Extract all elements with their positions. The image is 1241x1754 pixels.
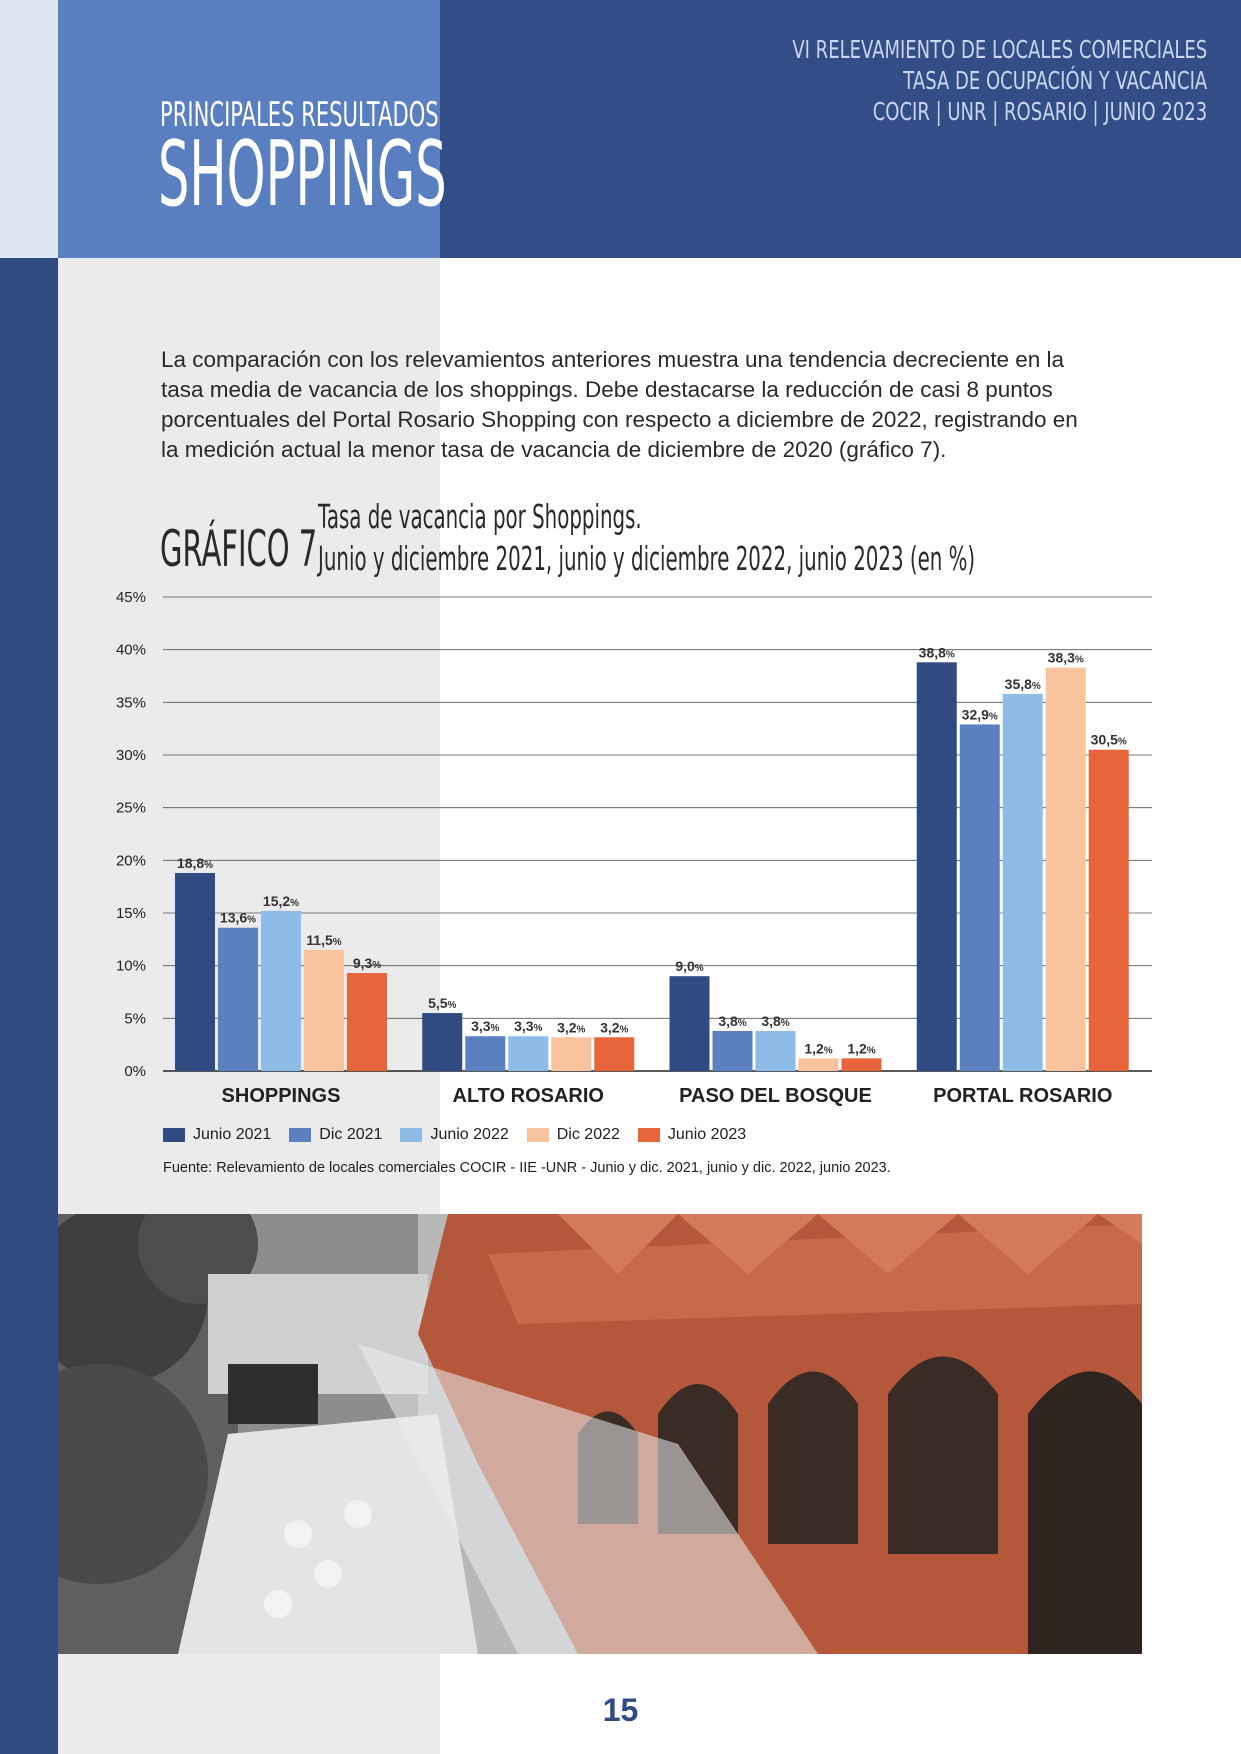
page-number: 15 [602, 1692, 639, 1728]
bar [712, 1030, 753, 1071]
bar [304, 949, 344, 1071]
data-label: 15,2% [263, 893, 299, 909]
legend-item-dic-2021: Dic 2021 [289, 1126, 382, 1144]
legend-label: Dic 2021 [319, 1126, 383, 1143]
bar [916, 662, 957, 1071]
data-label: 1,2% [804, 1040, 832, 1056]
data-label: 3,8% [761, 1013, 789, 1029]
x-category-label: PORTAL ROSARIO [933, 1085, 1112, 1107]
shopping-photo [58, 1214, 1142, 1654]
chart-title: Tasa de vacancia por Shoppings. Junio y … [318, 496, 975, 580]
y-tick-label: 5% [124, 1010, 146, 1027]
bar [798, 1058, 839, 1071]
bar [347, 973, 387, 1071]
bar [841, 1058, 882, 1071]
report-line-1: VI RELEVAMIENTO DE LOCALES COMERCIALES [792, 35, 1207, 64]
bar [261, 910, 301, 1071]
page-title: SHOPPINGS [158, 122, 447, 227]
y-tick-label: 25% [116, 800, 146, 817]
data-label: 1,2% [847, 1040, 875, 1056]
bar [959, 724, 1000, 1071]
section-subtitle: PRINCIPALES RESULTADOS [160, 95, 439, 135]
x-category-label: SHOPPINGS [222, 1085, 341, 1107]
y-tick-label: 0% [124, 1063, 146, 1080]
legend-label: Junio 2021 [193, 1126, 272, 1143]
report-line-2: TASA DE OCUPACIÓN Y VACANCIA [903, 66, 1207, 95]
bar [508, 1036, 549, 1071]
data-label: 38,3% [1048, 650, 1084, 666]
data-label: 9,3% [353, 955, 381, 971]
bar [422, 1013, 463, 1071]
legend-item-junio-2021: Junio 2021 [163, 1126, 271, 1144]
x-category-label: ALTO ROSARIO [453, 1085, 604, 1107]
header-left-strip [0, 0, 58, 258]
data-label: 3,3% [514, 1018, 542, 1034]
legend-swatch [400, 1128, 423, 1142]
data-label: 32,9% [962, 706, 998, 722]
header-light-block [58, 0, 440, 258]
bar [1002, 693, 1043, 1071]
legend-swatch [289, 1128, 312, 1142]
data-label: 5,5% [428, 995, 456, 1011]
legend-label: Dic 2022 [556, 1126, 620, 1143]
bar [551, 1037, 592, 1071]
data-label: 13,6% [220, 910, 256, 926]
chart-source: Fuente: Relevamiento de locales comercia… [163, 1160, 891, 1176]
y-tick-label: 45% [116, 589, 146, 606]
y-tick-label: 10% [116, 958, 146, 975]
data-label: 3,2% [557, 1019, 585, 1035]
legend-item-dic-2022: Dic 2022 [526, 1126, 620, 1144]
bar [218, 927, 258, 1071]
legend-swatch [163, 1128, 185, 1142]
bar [1045, 667, 1086, 1071]
data-label: 3,2% [600, 1019, 628, 1035]
bar [1088, 749, 1129, 1071]
bar [755, 1030, 796, 1071]
legend-item-junio-2023: Junio 2023 [637, 1126, 747, 1144]
y-tick-label: 35% [116, 694, 146, 711]
chart-title-line-1: Tasa de vacancia por Shoppings. [318, 497, 642, 536]
data-label: 3,8% [718, 1013, 746, 1029]
chart-title-line-2: Junio y diciembre 2021, junio y diciembr… [318, 539, 976, 578]
report-info: VI RELEVAMIENTO DE LOCALES COMERCIALES T… [631, 34, 1207, 127]
chart-legend: Junio 2021 Dic 2021 Junio 2022 Dic 2022 … [163, 1126, 764, 1144]
bar [594, 1037, 635, 1071]
page-left-band [0, 258, 58, 1754]
chart-label: GRÁFICO 7 [160, 520, 318, 578]
x-category-label: PASO DEL BOSQUE [679, 1085, 872, 1107]
data-label: 11,5% [306, 932, 341, 948]
legend-swatch [526, 1128, 549, 1142]
data-label: 3,3% [471, 1018, 499, 1034]
bar-chart: 0% 5% 10% 15% 20% 25% 30% 35% 40% 45% 18,8% 13,6% 15… [116, 589, 1152, 1107]
y-tick-label: 20% [116, 852, 146, 869]
report-line-3: COCIR | UNR | ROSARIO | JUNIO 2023 [872, 97, 1207, 126]
bar [175, 872, 215, 1071]
legend-label: Junio 2022 [430, 1126, 509, 1143]
legend-label: Junio 2023 [667, 1126, 747, 1143]
legend-item-junio-2022: Junio 2022 [400, 1126, 509, 1144]
y-tick-label: 15% [116, 905, 146, 922]
bar [669, 976, 710, 1071]
y-tick-label: 40% [116, 642, 146, 659]
data-label: 35,8% [1005, 676, 1041, 692]
legend-swatch [637, 1128, 660, 1142]
header-dark-block [440, 0, 1241, 258]
intro-paragraph: La comparación con los relevamientos ant… [161, 346, 1078, 462]
bar [465, 1036, 506, 1071]
data-label: 18,8% [177, 855, 213, 871]
y-tick-label: 30% [116, 747, 146, 764]
data-label: 30,5% [1091, 732, 1127, 748]
data-label: 9,0% [675, 958, 703, 974]
data-label: 38,8% [919, 644, 955, 660]
